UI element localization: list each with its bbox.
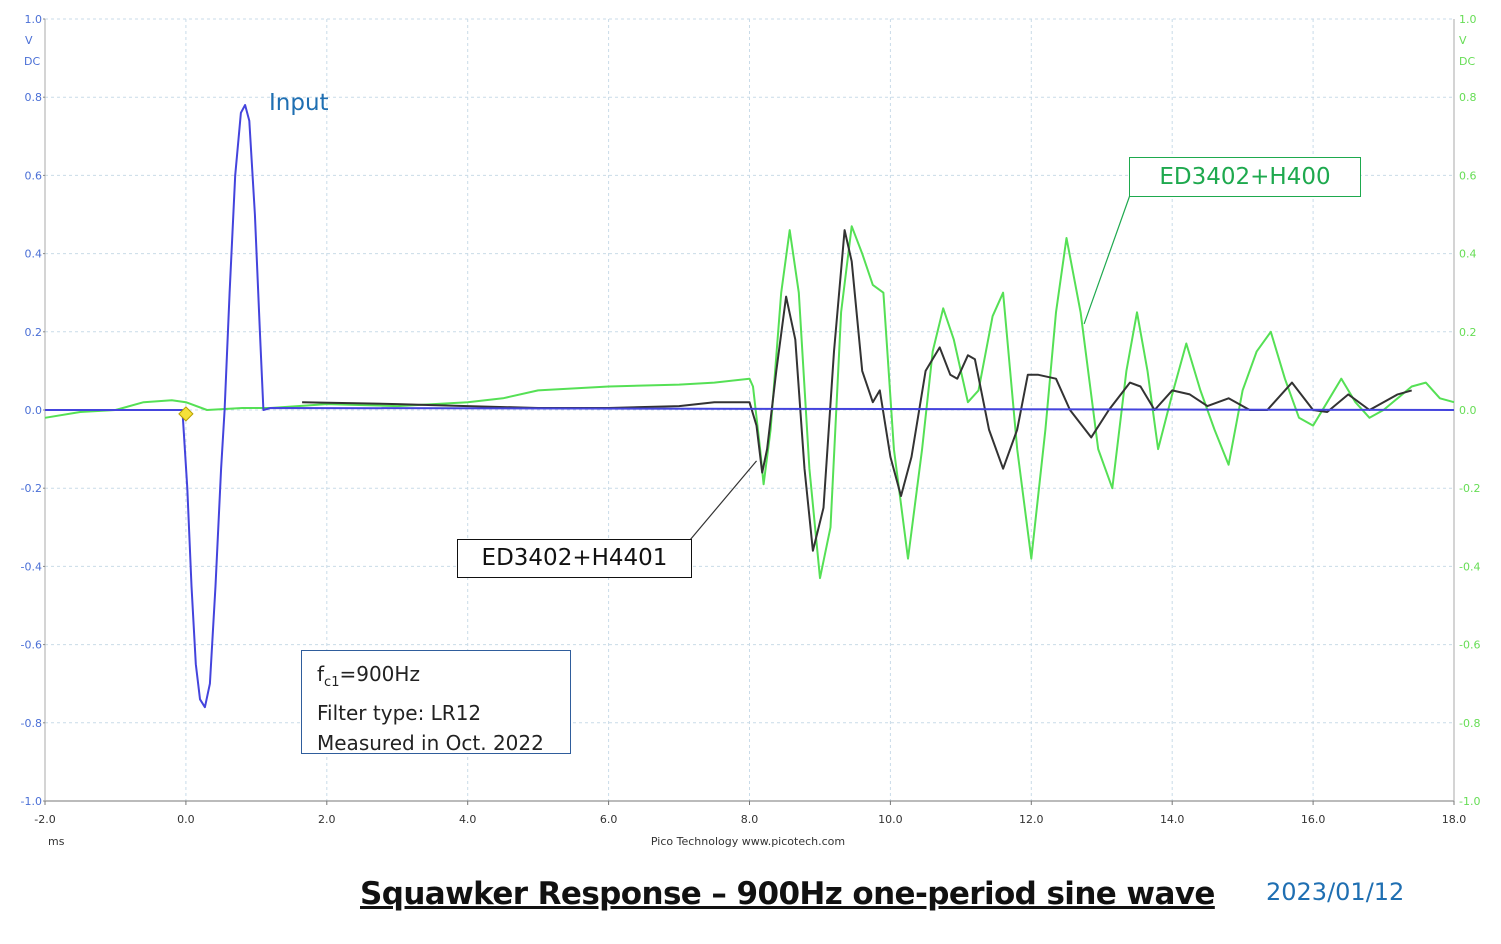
green-leader-line xyxy=(1083,194,1131,325)
x-tick-label: 8.0 xyxy=(741,813,759,826)
x-tick-label: 16.0 xyxy=(1301,813,1326,826)
footer-brand: Pico Technology www.picotech.com xyxy=(651,835,845,848)
y-tick-label-left: 0.4 xyxy=(25,248,43,261)
x-tick-label: 12.0 xyxy=(1019,813,1044,826)
x-tick-label: 2.0 xyxy=(318,813,336,826)
right-axis-coupling: DC xyxy=(1459,55,1475,68)
note-line-filter: Filter type: LR12 xyxy=(317,701,482,725)
y-tick-label-right: -0.8 xyxy=(1459,717,1480,730)
x-tick-label: 6.0 xyxy=(600,813,618,826)
x-tick-label: 4.0 xyxy=(459,813,477,826)
y-tick-label-left: 0.6 xyxy=(25,169,43,182)
series-line-0 xyxy=(45,104,1455,709)
y-tick-label-right: 1.0 xyxy=(1459,13,1477,26)
y-tick-label-left: -0.4 xyxy=(21,560,42,573)
y-tick-label-left: 0.8 xyxy=(25,91,43,104)
x-axis-unit: ms xyxy=(48,835,65,848)
green-series-label: ED3402+H400 xyxy=(1129,157,1361,197)
y-tick-label-right: 0.8 xyxy=(1459,91,1477,104)
y-tick-label-left: -1.0 xyxy=(21,795,42,808)
y-tick-label-right: 0.4 xyxy=(1459,248,1477,261)
series-layer xyxy=(44,104,1455,709)
black-series-label: ED3402+H4401 xyxy=(457,539,692,578)
left-axis-coupling: DC xyxy=(24,55,40,68)
leader-lines xyxy=(689,194,1131,541)
y-tick-label-left: -0.8 xyxy=(21,717,42,730)
black-leader-line xyxy=(689,460,758,541)
x-tick-label: 14.0 xyxy=(1160,813,1185,826)
y-tick-label-left: 0.0 xyxy=(25,404,43,417)
y-tick-label-right: -1.0 xyxy=(1459,795,1480,808)
y-tick-label-right: 0.6 xyxy=(1459,169,1477,182)
x-tick-label: 0.0 xyxy=(177,813,195,826)
y-tick-label-left: -0.6 xyxy=(21,639,42,652)
y-tick-label-right: -0.4 xyxy=(1459,560,1480,573)
series-line-2 xyxy=(44,225,1455,580)
right-axis-unit: V xyxy=(1459,34,1467,47)
input-series-label: Input xyxy=(269,90,329,116)
trigger-marker-icon xyxy=(178,406,194,422)
series-line-1 xyxy=(302,229,1412,552)
x-tick-label: -2.0 xyxy=(34,813,55,826)
measurement-note: fc1=900Hz Filter type: LR12 Measured in … xyxy=(301,650,571,755)
y-tick-label-right: -0.2 xyxy=(1459,482,1480,495)
y-tick-label-right: 0.0 xyxy=(1459,404,1477,417)
chart-title: Squawker Response – 900Hz one-period sin… xyxy=(360,876,1215,912)
scope-chart: 1.0 1.0 0.8 0.8 0.6 0.6 0.4 0.4 0.2 0.2 0.0 0.0 -0.2… xyxy=(21,13,1481,848)
y-tick-label-left: 0.2 xyxy=(25,326,43,339)
x-tick-label: 18.0 xyxy=(1442,813,1467,826)
y-tick-label-left: 1.0 xyxy=(25,13,43,26)
y-tick-label-right: -0.6 xyxy=(1459,639,1480,652)
note-line-date: Measured in Oct. 2022 xyxy=(317,731,544,755)
y-tick-label-right: 0.2 xyxy=(1459,326,1477,339)
chart-date: 2023/01/12 xyxy=(1266,878,1405,906)
left-axis-unit: V xyxy=(25,34,33,47)
note-line-cutoff: fc1=900Hz xyxy=(317,662,420,690)
x-tick-label: 10.0 xyxy=(878,813,903,826)
y-tick-label-left: -0.2 xyxy=(21,482,42,495)
